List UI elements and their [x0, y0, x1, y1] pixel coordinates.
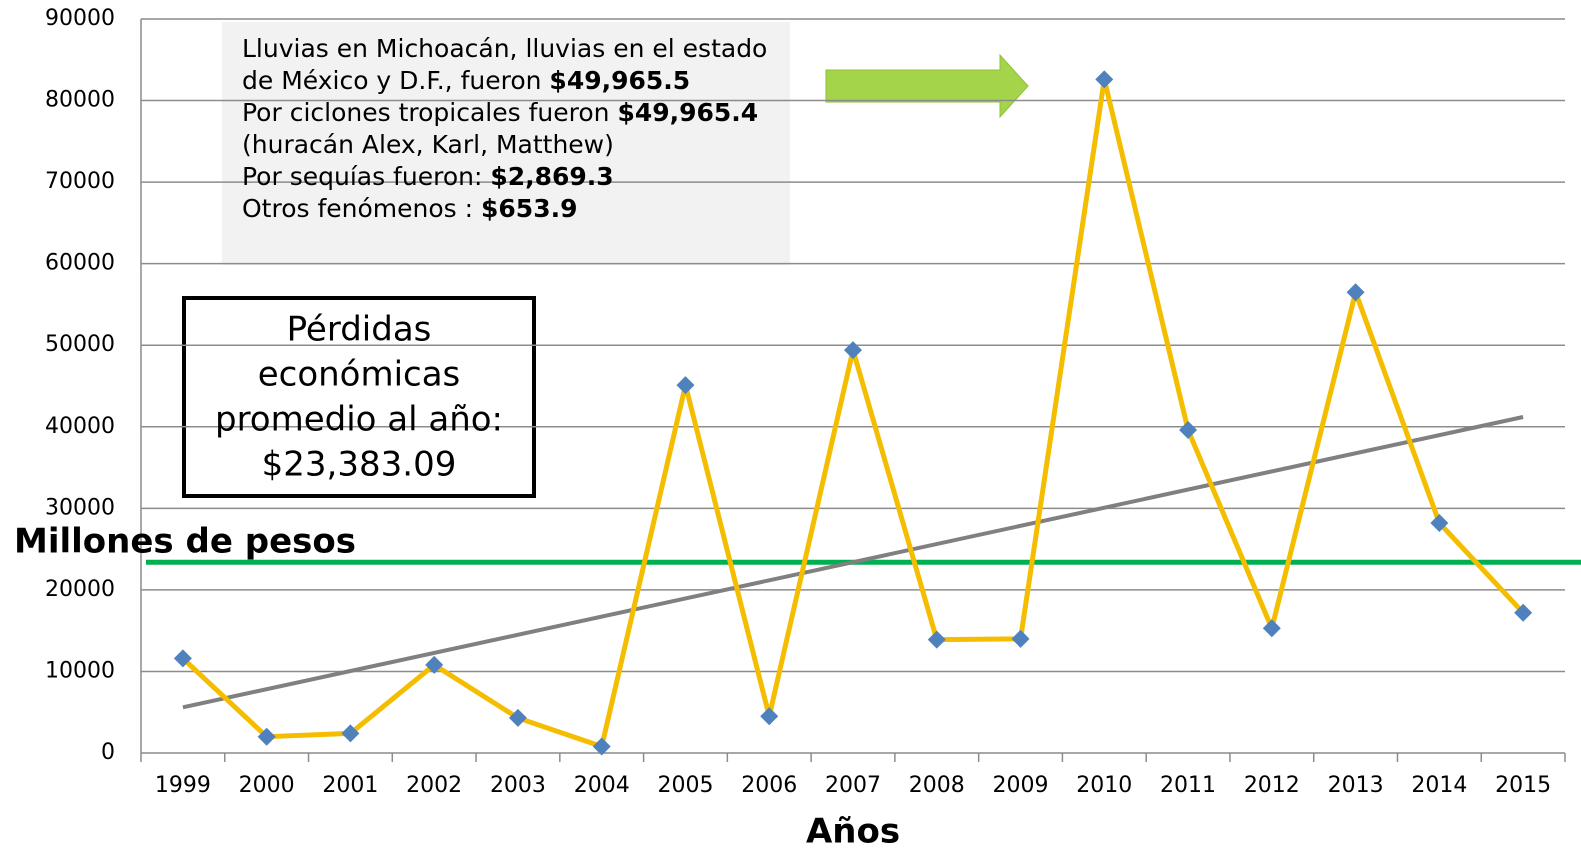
y-axis-label: Millones de pesos [14, 522, 356, 562]
note-line: Por ciclones tropicales fueron $49,965.4 [242, 98, 758, 127]
x-tick-label: 2005 [657, 773, 713, 798]
data-point [1011, 629, 1030, 648]
data-point [341, 724, 360, 743]
x-tick-label: 2008 [909, 773, 965, 798]
x-tick-label: 2000 [239, 773, 295, 798]
y-tick-label: 70000 [45, 169, 115, 194]
x-tick-label: 2010 [1076, 773, 1132, 798]
x-tick-label: 2014 [1411, 773, 1467, 798]
data-point [1514, 603, 1533, 622]
y-tick-label: 80000 [45, 88, 115, 113]
note-text: Por sequías fueron: [242, 162, 490, 191]
note-line: de México y D.F., fueron $49,965.5 [242, 66, 690, 95]
y-tick-label: 0 [101, 740, 115, 765]
data-point [1095, 70, 1114, 89]
note-text: de México y D.F., fueron [242, 66, 549, 95]
data-point [173, 649, 192, 668]
note-line: Lluvias en Michoacán, lluvias en el esta… [242, 34, 767, 63]
note-bold: $2,869.3 [490, 162, 613, 191]
x-tick-label: 2007 [825, 773, 881, 798]
x-tick-label: 2011 [1160, 773, 1216, 798]
data-point [760, 707, 779, 726]
average-box [182, 296, 536, 498]
data-point [1430, 514, 1449, 533]
y-tick-label: 30000 [45, 495, 115, 520]
y-tick-label: 40000 [45, 414, 115, 439]
x-tick-label: 2013 [1328, 773, 1384, 798]
note-line: Otros fenómenos : $653.9 [242, 194, 578, 223]
data-point [1262, 619, 1281, 638]
data-point [1179, 421, 1198, 440]
y-tick-label: 20000 [45, 577, 115, 602]
y-tick-label: 90000 [45, 6, 115, 31]
x-tick-label: 2009 [993, 773, 1049, 798]
x-tick-label: 2001 [322, 773, 378, 798]
data-point [257, 727, 276, 746]
trend-line [182, 415, 1524, 710]
data-point [508, 708, 527, 727]
note-text: Lluvias en Michoacán, lluvias en el esta… [242, 34, 767, 63]
note-line: Por sequías fueron: $2,869.3 [242, 162, 614, 191]
data-point [1346, 283, 1365, 302]
note-bold: $653.9 [481, 194, 577, 223]
y-tick-label: 60000 [45, 251, 115, 276]
data-point [425, 655, 444, 674]
data-point [676, 376, 695, 395]
note-text: Otros fenómenos : [242, 194, 481, 223]
note-text: Por ciclones tropicales fueron [242, 98, 617, 127]
note-box [222, 22, 790, 265]
data-point [592, 737, 611, 756]
x-tick-label: 2015 [1495, 773, 1551, 798]
average-value-label: $23,383.09 [262, 445, 457, 485]
x-tick-label: 2003 [490, 773, 546, 798]
x-tick-label: 2012 [1244, 773, 1300, 798]
x-tick-label: 2004 [574, 773, 630, 798]
x-tick-label: 2002 [406, 773, 462, 798]
y-tick-label: 50000 [45, 332, 115, 357]
note-bold: $49,965.5 [549, 66, 690, 95]
note-text: (huracán Alex, Karl, Matthew) [242, 130, 614, 159]
average-label: promedio al año: [215, 400, 503, 440]
average-label: económicas [258, 355, 461, 395]
arrow [825, 53, 1029, 119]
x-axis-label: Años [806, 812, 900, 852]
data-point [927, 630, 946, 649]
note-line: (huracán Alex, Karl, Matthew) [242, 130, 614, 159]
note-bold: $49,965.4 [617, 98, 758, 127]
x-tick-label: 2006 [741, 773, 797, 798]
y-tick-label: 10000 [45, 658, 115, 683]
average-label: Pérdidas [287, 310, 432, 350]
data-point [844, 341, 862, 360]
x-tick-label: 1999 [155, 773, 211, 798]
